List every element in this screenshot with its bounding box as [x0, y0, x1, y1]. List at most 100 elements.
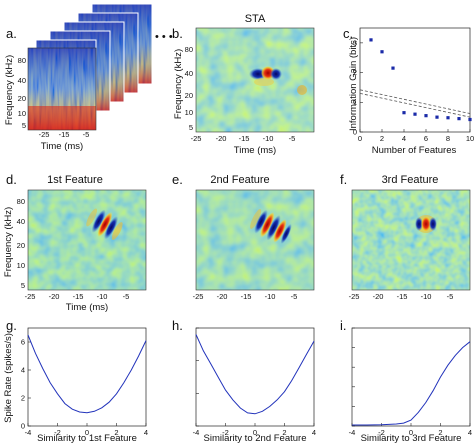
- panel-e-label: e.: [172, 172, 183, 187]
- info-gain-point: [446, 116, 450, 120]
- x-tick-label: 10: [466, 134, 474, 143]
- d-xtick-1: -20: [49, 292, 60, 301]
- y-tick-label: 2: [353, 68, 357, 77]
- spike-rate-line: [27, 334, 147, 414]
- a-xtick-2: -5: [83, 130, 90, 139]
- b-xtick-1: -20: [216, 134, 227, 143]
- a-ylabel: Frequency (kHz): [4, 55, 15, 125]
- x-tick-label: 8: [446, 134, 450, 143]
- x-tick-label: 2: [114, 428, 118, 437]
- a-ytick-2: 20: [18, 94, 26, 103]
- plot-frame: [195, 327, 315, 427]
- x-tick-label: -4: [349, 428, 356, 437]
- x-tick-label: 2: [282, 428, 286, 437]
- d-xtick-2: -15: [73, 292, 84, 301]
- b-ytick-2: 20: [185, 91, 193, 100]
- spike-rate-chart-1: -4 -2 0 2 4 0 2 4 6: [21, 327, 148, 437]
- y-tick-label: 3: [353, 38, 357, 47]
- x-tick-label: 4: [144, 428, 148, 437]
- panel-g-label: g.: [6, 318, 17, 333]
- feature-3-heatmap: [351, 189, 471, 291]
- info-gain-point: [457, 117, 461, 121]
- x-tick-label: -2: [378, 428, 385, 437]
- panel-h-label: h.: [172, 318, 183, 333]
- x-tick-label: 4: [468, 428, 472, 437]
- plot-frame: [359, 27, 471, 133]
- d-xtick-0: -25: [25, 292, 36, 301]
- d-ytick-4: 5: [21, 281, 25, 290]
- b-xtick-0: -25: [191, 134, 202, 143]
- spike-rate-chart-3: -4 -2 0 2 4: [349, 327, 472, 437]
- x-tick-label: -2: [54, 428, 61, 437]
- f-xtick-3: -10: [421, 292, 432, 301]
- b-ylabel: Frequency (kHz): [173, 49, 184, 119]
- y-tick-label: 1: [353, 98, 357, 107]
- h-xlabel: Similarity to 2nd Feature: [204, 433, 307, 444]
- a-ytick-3: 10: [18, 109, 26, 118]
- b-ytick-0: 80: [185, 45, 193, 54]
- e-xtick-0: -25: [193, 292, 204, 301]
- e-xtick-3: -10: [265, 292, 276, 301]
- d-ytick-3: 10: [17, 261, 25, 270]
- y-tick-label: 4: [21, 366, 25, 375]
- f-xtick-0: -25: [349, 292, 360, 301]
- f-xtick-1: -20: [373, 292, 384, 301]
- y-tick-label: 2: [21, 394, 25, 403]
- g-xlabel: Similarity to 1st Feature: [37, 433, 137, 444]
- spectrogram-stack: [27, 3, 153, 131]
- x-tick-label: 2: [380, 134, 384, 143]
- x-tick-label: 0: [409, 428, 413, 437]
- info-gain-point: [391, 66, 395, 70]
- continuation-dots: • • •: [155, 31, 173, 43]
- a-ytick-4: 5: [22, 121, 26, 130]
- panel-d-label: d.: [6, 172, 17, 187]
- info-gain-point: [413, 112, 417, 116]
- x-tick-label: 4: [312, 428, 316, 437]
- info-gain-point: [380, 50, 384, 54]
- x-tick-label: 0: [253, 428, 257, 437]
- x-tick-label: 6: [424, 134, 428, 143]
- info-gain-point: [424, 114, 428, 118]
- feature-2-heatmap: [195, 189, 315, 291]
- d-ytick-1: 40: [17, 217, 25, 226]
- spike-rate-line: [352, 341, 471, 426]
- c-ylabel: Information Gain (bits): [348, 37, 359, 131]
- b-xtick-3: -10: [263, 134, 274, 143]
- x-tick-label: -4: [193, 428, 200, 437]
- y-tick-label: 6: [21, 338, 25, 347]
- info-gain-point: [435, 115, 439, 119]
- d-ytick-2: 20: [17, 241, 25, 250]
- f-xtick-2: -15: [397, 292, 408, 301]
- d-title: 1st Feature: [47, 174, 103, 186]
- a-xtick-1: -15: [59, 130, 70, 139]
- i-xlabel: Similarity to 3rd Feature: [361, 433, 462, 444]
- d-xtick-3: -10: [97, 292, 108, 301]
- sta-heatmap: [195, 27, 315, 133]
- b-xtick-4: -5: [289, 134, 296, 143]
- panel-a-label: a.: [6, 26, 17, 41]
- panel-c-label: c.: [343, 26, 353, 41]
- panel-b-label: b.: [172, 26, 183, 41]
- information-gain-chart: 0 2 4 6 8 10 0 1 2 3: [353, 27, 474, 143]
- plot-frame: [351, 327, 471, 427]
- g-ylabel: Spike Rate (spikes/s): [3, 333, 14, 423]
- b-title: STA: [245, 13, 266, 25]
- x-tick-label: 0: [358, 134, 362, 143]
- f-xtick-4: -5: [447, 292, 454, 301]
- threshold-line: [359, 92, 471, 118]
- d-xtick-4: -5: [123, 292, 130, 301]
- y-tick-label: 0: [353, 128, 357, 137]
- e-xtick-2: -15: [241, 292, 252, 301]
- a-ytick-1: 40: [18, 76, 26, 85]
- d-ytick-0: 80: [17, 197, 25, 206]
- info-gain-point: [402, 111, 406, 115]
- b-ytick-4: 5: [189, 123, 193, 132]
- spike-rate-chart-2: -4 -2 0 2 4: [193, 327, 316, 437]
- front-spectrogram: [27, 47, 97, 131]
- x-tick-label: 2: [438, 428, 442, 437]
- b-xtick-2: -15: [239, 134, 250, 143]
- d-ylabel: Frequency (kHz): [3, 207, 14, 277]
- e-xtick-4: -5: [291, 292, 298, 301]
- info-gain-point: [369, 38, 373, 42]
